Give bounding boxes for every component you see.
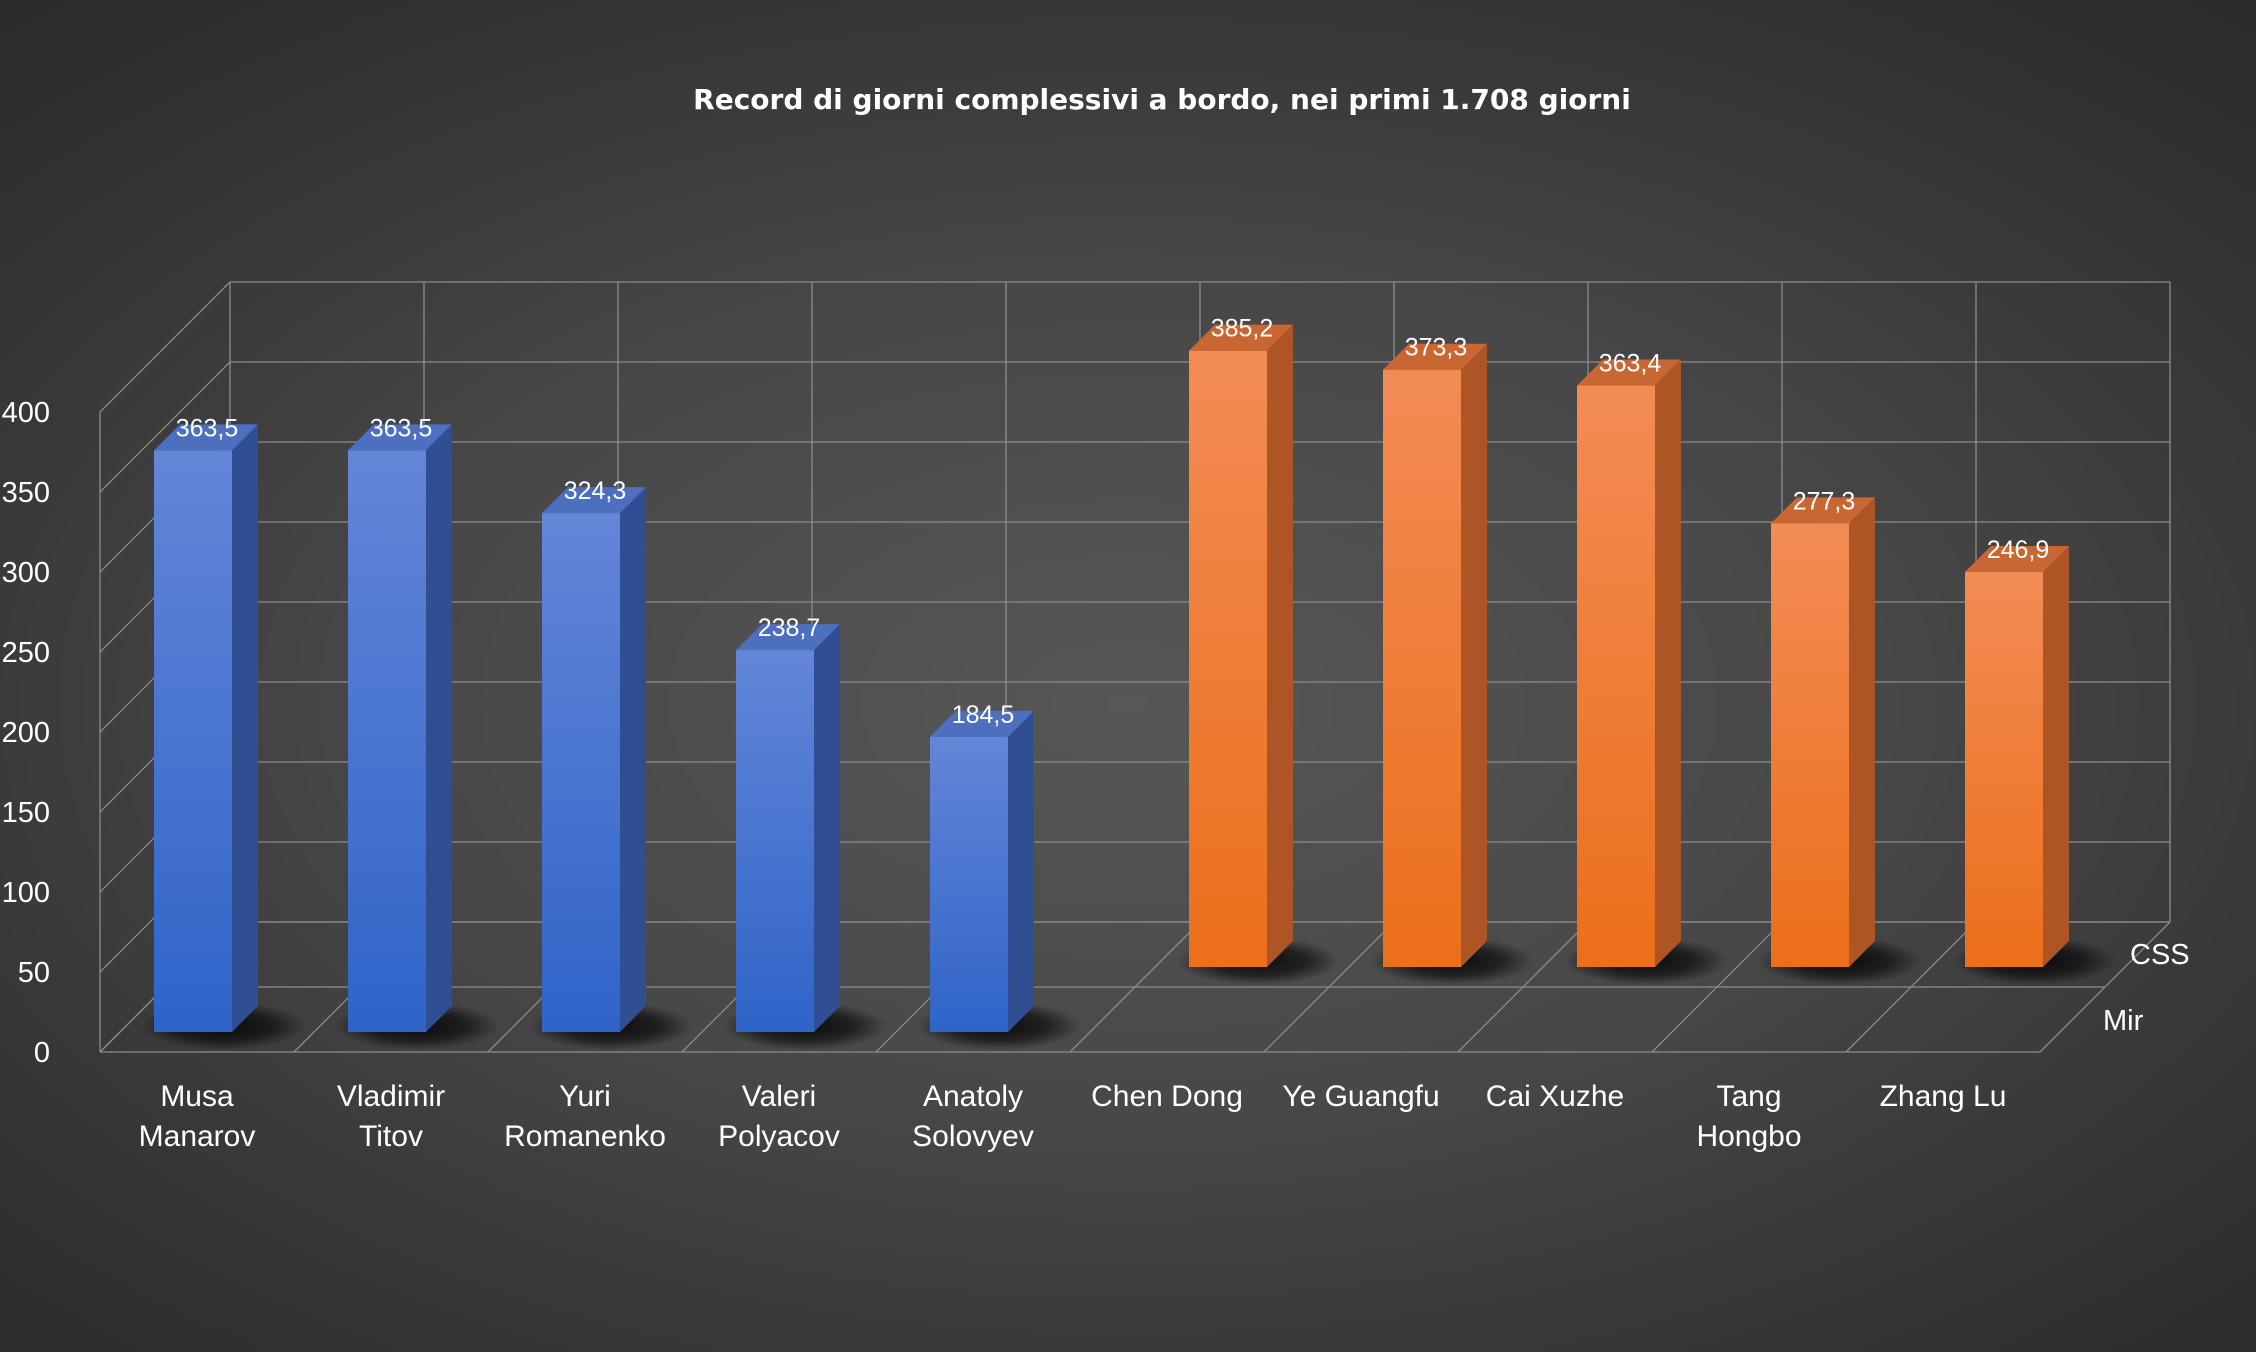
data-labels: 385,2 373,3 363,4 277,3 246,9 363,5 363,5 324,3… (176, 315, 2050, 729)
bar-top (1771, 497, 1875, 524)
data-label: 363,4 (1599, 350, 1662, 378)
bar-side (232, 424, 258, 1032)
bar (154, 450, 232, 1032)
y-axis-tick-labels: 0 50 100 150 200 250 300 350 400 (2, 397, 50, 1069)
y-tick-label: 400 (2, 397, 50, 429)
bar (1383, 369, 1461, 968)
y-tick-label: 300 (2, 557, 50, 589)
bar (930, 736, 1008, 1032)
y-tick-label: 50 (18, 957, 50, 989)
bar-top (1383, 343, 1487, 370)
category-label: Ye Guangfu (1282, 1080, 1439, 1113)
data-label: 277,3 (1793, 487, 1856, 515)
floor-diagonal (1651, 921, 1783, 1053)
bars (154, 324, 2069, 1032)
series-label-css: CSS (2130, 939, 2190, 971)
floor-diagonal (2039, 921, 2171, 1053)
data-label: 324,3 (564, 477, 627, 505)
category-label: Tang Hongbo (1696, 1080, 1801, 1153)
bar-side (1267, 324, 1293, 967)
y-tick-label: 250 (2, 637, 50, 669)
y-tick-label: 100 (2, 877, 50, 909)
bar-side (1461, 343, 1487, 968)
gridline-side (99, 281, 231, 413)
bar-top (348, 424, 452, 451)
bar (348, 450, 426, 1032)
bar-top (154, 424, 258, 451)
y-tick-label: 350 (2, 477, 50, 509)
category-label: Zhang Lu (1880, 1080, 2007, 1113)
gridline-side (99, 361, 231, 493)
y-tick-label: 150 (2, 797, 50, 829)
floor-diagonal (1263, 921, 1395, 1053)
floor-diagonal (1069, 921, 1201, 1053)
data-label: 363,5 (176, 414, 239, 442)
bar-side (2043, 545, 2069, 967)
bar-top (736, 624, 840, 651)
bar-side (1008, 710, 1034, 1032)
bar (1577, 385, 1655, 967)
category-label: Yuri Romanenko (504, 1080, 666, 1153)
data-label: 246,9 (1987, 536, 2050, 564)
bar-side (620, 487, 646, 1032)
bar (542, 513, 620, 1032)
data-label: 184,5 (952, 701, 1015, 729)
bar-side (1655, 359, 1681, 967)
series-label-mir: Mir (2103, 1005, 2144, 1037)
data-label: 238,7 (758, 614, 821, 642)
floor-diagonal (1457, 921, 1589, 1053)
category-label: Chen Dong (1091, 1080, 1243, 1113)
category-label: Anatoly Solovyev (912, 1080, 1034, 1153)
data-label: 385,2 (1211, 315, 1274, 343)
category-label: Cai Xuzhe (1486, 1080, 1624, 1113)
bar-side (814, 624, 840, 1032)
x-axis-category-labels: Musa Manarov Vladimir Titov Yuri Romanenko Val… (139, 1080, 2007, 1153)
bar-top (1189, 324, 1293, 351)
y-tick-label: 0 (34, 1037, 50, 1069)
data-label: 373,3 (1405, 334, 1468, 362)
category-label: Musa Manarov (139, 1080, 256, 1153)
bar-side (1849, 497, 1875, 967)
chart-title: Record di giorni complessivi a bordo, ne… (693, 83, 1631, 116)
category-label: Valeri Polyacov (718, 1080, 840, 1153)
category-label: Vladimir Titov (337, 1080, 445, 1153)
y-tick-label: 200 (2, 717, 50, 749)
bar (1189, 350, 1267, 967)
floor-diagonal (1845, 921, 1977, 1053)
bar (736, 650, 814, 1032)
bar-top (542, 487, 646, 514)
data-label: 363,5 (370, 414, 433, 442)
bar-top (930, 710, 1034, 737)
bar-top (1965, 545, 2069, 572)
bar (1771, 523, 1849, 967)
bar-top (1577, 359, 1681, 386)
bar-side (426, 424, 452, 1032)
bar (1965, 571, 2043, 967)
